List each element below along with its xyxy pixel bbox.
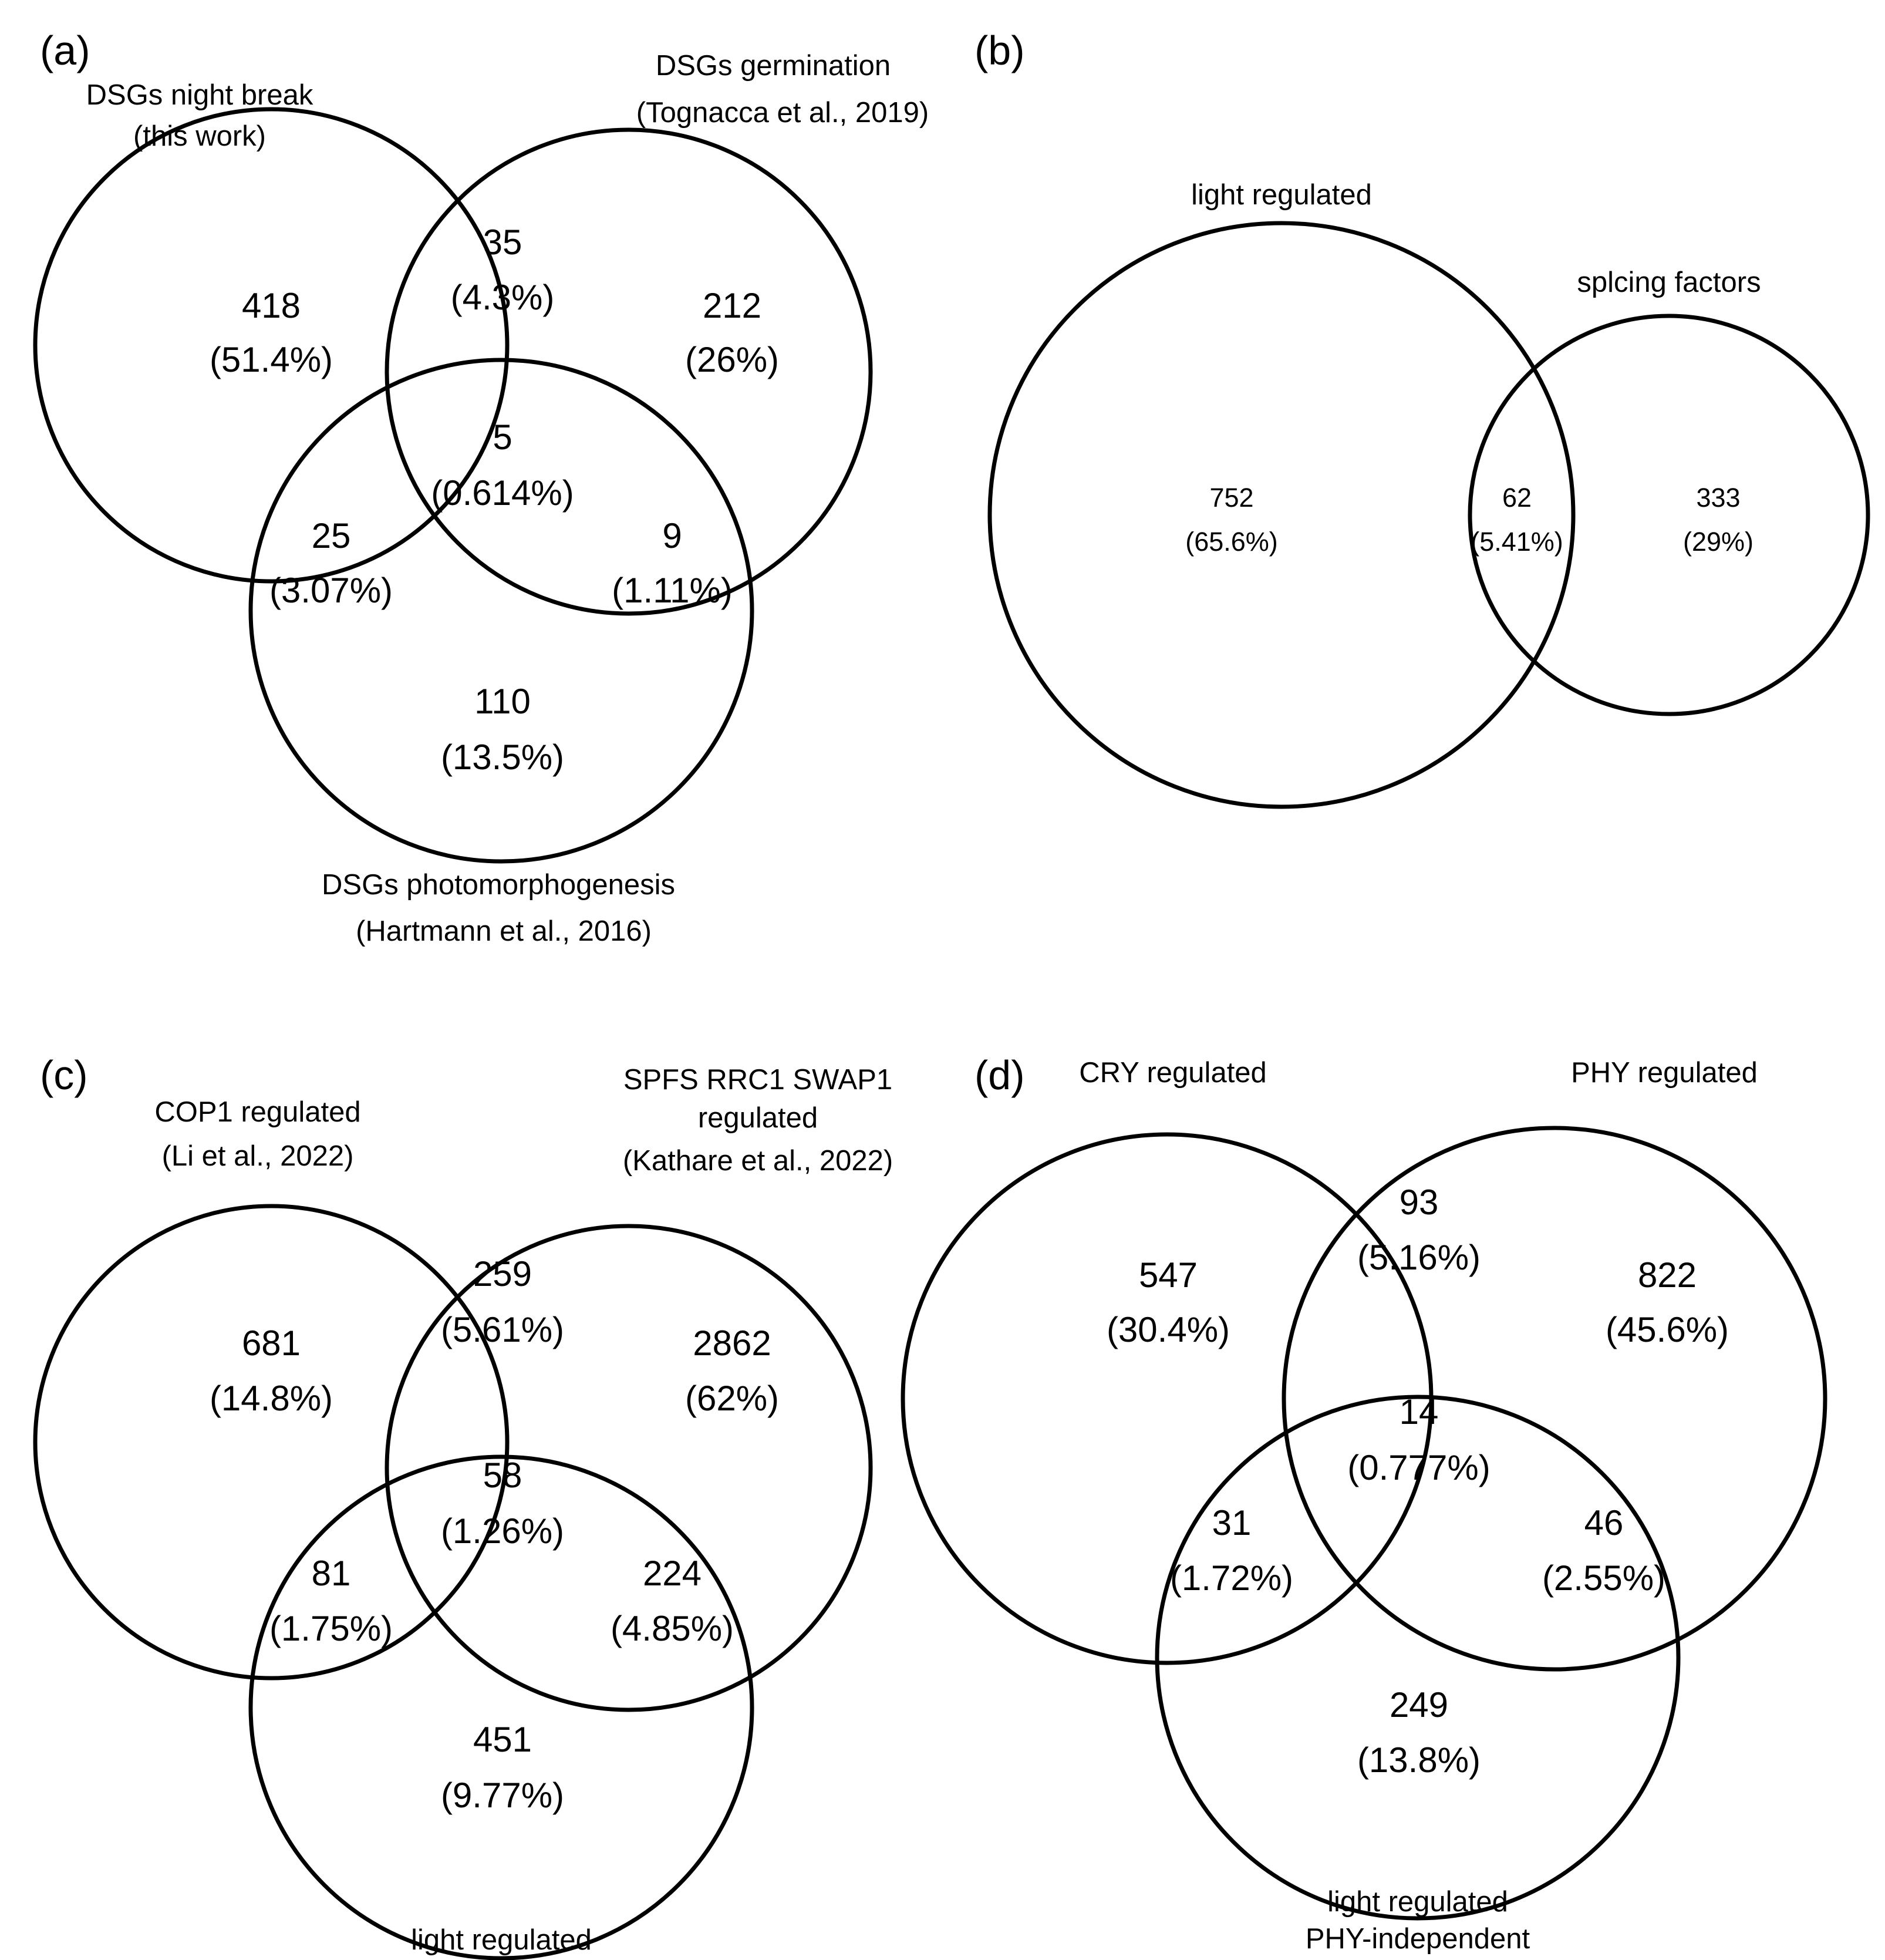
region-count: 5 <box>493 417 512 457</box>
region-count: 110 <box>474 682 531 721</box>
panel-a-set-label: DSGs night break <box>86 79 313 111</box>
region-percent: (1.72%) <box>1170 1558 1293 1598</box>
region-percent: (62%) <box>685 1379 779 1418</box>
region-count: 681 <box>242 1323 301 1363</box>
region-percent: (13.5%) <box>441 737 564 777</box>
panel-b-circle-splicing-factors <box>1468 314 1870 716</box>
region-count: 418 <box>242 286 301 325</box>
region-percent: (1.75%) <box>269 1609 393 1648</box>
panel-d-set-label: PHY regulated <box>1571 1057 1758 1089</box>
region-count: 9 <box>662 516 682 555</box>
region-count: 2862 <box>693 1323 771 1363</box>
panel-b-set-label: splcing factors <box>1577 267 1761 298</box>
region-percent: (14.8%) <box>210 1379 333 1418</box>
region-percent: (2.55%) <box>1542 1558 1665 1598</box>
region-percent: (5.41%) <box>1471 527 1563 557</box>
region-count: 35 <box>483 223 522 262</box>
panel-c-set-label: COP1 regulated <box>154 1096 360 1128</box>
region-count: 752 <box>1209 483 1253 513</box>
panel-c-circle-cop1 <box>33 1204 510 1681</box>
panel-a-circle-germination <box>385 127 873 616</box>
region-count: 58 <box>483 1456 522 1495</box>
region-count: 822 <box>1638 1255 1697 1295</box>
region-count: 451 <box>473 1720 532 1759</box>
region-percent: (1.11%) <box>612 571 733 610</box>
region-count: 31 <box>1212 1503 1252 1543</box>
region-percent: (13.8%) <box>1357 1740 1481 1780</box>
panel-c-set-label: SPFS RRC1 SWAP1 <box>623 1064 892 1096</box>
region-count: 62 <box>1502 483 1532 513</box>
region-percent: (45.6%) <box>1606 1310 1729 1349</box>
region-percent: (0.614%) <box>431 473 574 513</box>
panel-d-circle-phy <box>1282 1126 1827 1672</box>
region-count: 81 <box>312 1554 351 1593</box>
region-count: 212 <box>703 286 761 325</box>
region-count: 547 <box>1139 1255 1198 1295</box>
panel-a: (a) DSGs night break (this work) DSGs ge… <box>33 28 929 947</box>
region-percent: (26%) <box>685 340 779 379</box>
region-percent: (4.3%) <box>451 278 555 317</box>
region-count: 259 <box>473 1254 532 1294</box>
region-count: 333 <box>1696 483 1740 513</box>
panel-b-set-label: light regulated <box>1191 179 1372 211</box>
region-percent: (30.4%) <box>1107 1310 1230 1349</box>
panel-a-circle-photomorphogenesis <box>248 358 754 864</box>
region-percent: (4.85%) <box>611 1609 734 1648</box>
region-percent: (1.26%) <box>441 1511 564 1551</box>
panel-c-label: (c) <box>40 1052 88 1098</box>
panel-c-set-label: (Li et al., 2022) <box>162 1140 354 1172</box>
region-count: 25 <box>312 516 351 555</box>
region-percent: (5.61%) <box>441 1310 564 1349</box>
region-percent: (65.6%) <box>1185 527 1278 557</box>
region-percent: (51.4%) <box>210 340 333 379</box>
panel-b: (b) light regulated splcing factors 752 … <box>974 28 1870 809</box>
panel-c-set-label: light regulated <box>411 1924 592 1956</box>
panel-a-set-label: (Tognacca et al., 2019) <box>636 97 929 129</box>
panel-d: (d) CRY regulated PHY regulated light re… <box>901 1052 1827 1955</box>
panel-a-set-label: (this work) <box>133 120 266 152</box>
panel-c: (c) COP1 regulated (Li et al., 2022) SPF… <box>33 1052 893 1960</box>
region-percent: (3.07%) <box>269 571 393 610</box>
panel-d-set-label: CRY regulated <box>1079 1057 1267 1089</box>
panel-c-set-label: regulated <box>698 1102 818 1134</box>
region-percent: (5.16%) <box>1357 1238 1481 1277</box>
panel-a-label: (a) <box>40 28 90 73</box>
panel-b-circle-light-regulated <box>987 221 1576 809</box>
region-count: 249 <box>1390 1685 1448 1725</box>
panel-b-label: (b) <box>974 28 1025 73</box>
region-count: 224 <box>643 1554 702 1593</box>
panel-a-set-label: (Hartmann et al., 2016) <box>356 915 652 947</box>
panel-d-label: (d) <box>974 1052 1025 1098</box>
panel-c-set-label: (Kathare et al., 2022) <box>623 1145 893 1177</box>
panel-c-circle-spfs-rrc1-swap1 <box>385 1224 873 1712</box>
region-percent: (9.77%) <box>441 1776 564 1815</box>
region-count: 93 <box>1400 1183 1439 1222</box>
panel-d-circle-phy-independent <box>1155 1395 1681 1921</box>
panel-a-set-label: DSGs germination <box>656 50 891 82</box>
region-count: 46 <box>1584 1503 1624 1543</box>
panel-a-set-label: DSGs photomorphogenesis <box>322 869 675 901</box>
panel-d-set-label: light regulated <box>1327 1886 1508 1918</box>
panel-c-circle-light-regulated <box>248 1454 754 1960</box>
region-percent: (29%) <box>1683 527 1754 557</box>
region-percent: (0.777%) <box>1347 1448 1490 1487</box>
panel-d-set-label: PHY-independent <box>1306 1923 1530 1955</box>
region-count: 14 <box>1400 1392 1439 1432</box>
panel-a-circle-night-break <box>33 107 510 584</box>
